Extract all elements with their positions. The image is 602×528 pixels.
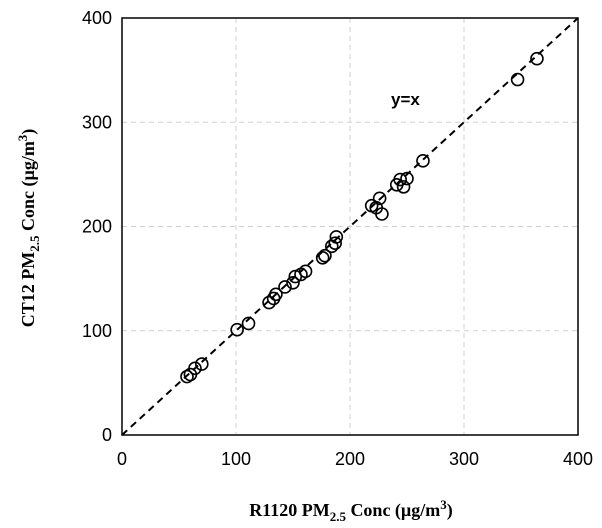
x-tick-labels: 0 100 200 300 400: [117, 449, 593, 469]
reference-line-label: y=x: [391, 90, 420, 109]
data-point: [180, 369, 194, 384]
x-axis-title-prefix: R1120 PM: [249, 500, 330, 520]
x-axis-title: R1120 PM2.5 Conc (µg/m3): [249, 497, 453, 524]
data-points: [180, 51, 544, 384]
data-point: [416, 154, 430, 168]
data-point: [510, 72, 525, 87]
data-point: [262, 295, 276, 310]
y-tick-labels: 0 100 200 300 400: [82, 8, 112, 445]
data-point: [318, 248, 332, 263]
x-axis-title-middle: Conc (µg/m: [346, 500, 440, 521]
x-axis-title-superscript: 3: [440, 497, 447, 512]
y-axis-title-subscript: 2.5: [27, 235, 42, 252]
data-point: [328, 236, 342, 250]
data-point: [195, 357, 209, 371]
data-point: [375, 207, 389, 221]
data-point: [396, 180, 411, 194]
data-point: [188, 361, 202, 376]
grid: [122, 18, 578, 435]
data-point: [269, 287, 283, 302]
y-tick-label: 300: [82, 112, 112, 132]
y-tick-label: 200: [82, 217, 112, 237]
data-point: [241, 316, 256, 331]
x-axis-title-subscript: 2.5: [330, 509, 347, 524]
data-point: [400, 171, 414, 186]
plot-frame: [121, 17, 579, 436]
y-tick-label: 100: [82, 321, 112, 341]
y-tick-label: 400: [82, 8, 112, 28]
y-axis-title-middle: Conc (µg/m: [18, 141, 39, 235]
data-point: [329, 230, 344, 244]
x-tick-label: 100: [221, 449, 251, 469]
x-tick-label: 0: [117, 449, 127, 469]
data-point: [298, 264, 313, 279]
x-tick-label: 200: [335, 449, 365, 469]
reference-line-y-equals-x: [121, 17, 579, 436]
y-axis-title: CT12 PM2.5 Conc (µg/m3): [15, 129, 42, 328]
data-point: [230, 322, 244, 337]
x-tick-label: 300: [449, 449, 479, 469]
y-axis-title-suffix: ): [18, 129, 39, 135]
x-tick-label: 400: [563, 449, 593, 469]
y-tick-label: 0: [102, 425, 112, 445]
data-point: [372, 191, 387, 206]
y-axis-title-superscript: 3: [15, 134, 30, 141]
data-point: [315, 250, 330, 265]
data-point: [278, 280, 292, 294]
data-point: [393, 172, 407, 187]
x-axis-title-suffix: ): [447, 500, 453, 521]
data-point: [286, 275, 300, 290]
y-axis-title-prefix: CT12 PM: [18, 252, 38, 328]
reference-line-group: [121, 17, 579, 436]
data-point: [530, 51, 544, 66]
